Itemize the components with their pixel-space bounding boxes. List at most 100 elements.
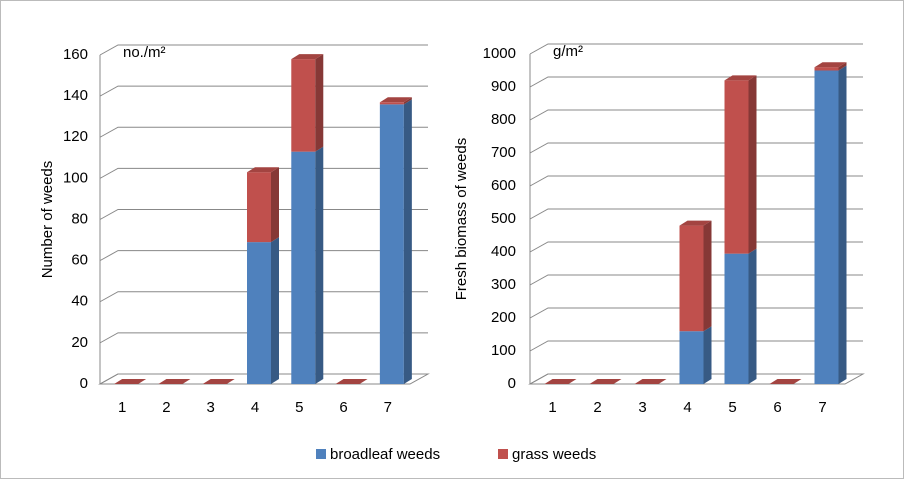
legend-swatch [316, 449, 326, 459]
y-tick-label: 300 [491, 276, 516, 293]
axis-title: Number of weeds [39, 161, 56, 279]
grid-line [529, 43, 863, 55]
unit-label: g/m² [553, 43, 583, 60]
grid-line [529, 109, 863, 121]
x-tick-label: 2 [593, 399, 601, 416]
legend-label: grass weeds [512, 446, 596, 463]
grid-line [99, 85, 428, 97]
x-tick-label: 4 [683, 399, 691, 416]
bar-top [158, 379, 191, 384]
y-tick-label: 140 [63, 87, 88, 104]
grid-line [529, 373, 863, 385]
bar-side [271, 237, 279, 384]
y-tick-label: 700 [491, 144, 516, 161]
bar-side [838, 62, 847, 71]
y-tick-label: 400 [491, 243, 516, 260]
bar-top [247, 167, 279, 173]
bar-top [724, 75, 757, 81]
grid-line [99, 209, 428, 220]
bar-top [335, 379, 368, 384]
grid-line [529, 208, 863, 220]
y-tick-label: 900 [491, 78, 516, 95]
grid-line [99, 291, 428, 303]
bar [291, 151, 316, 384]
y-tick-label: 800 [491, 111, 516, 128]
x-tick-label: 4 [251, 399, 259, 416]
grid-line [99, 167, 428, 179]
bar [814, 67, 839, 71]
x-tick-label: 7 [818, 399, 826, 416]
y-tick-label: 80 [71, 210, 88, 227]
bar-side [748, 75, 757, 254]
x-tick-label: 1 [548, 399, 556, 416]
bar-top [814, 62, 847, 68]
x-tick-label: 7 [384, 399, 392, 416]
bar-top [679, 220, 712, 226]
bar [679, 225, 704, 332]
bar [379, 102, 404, 105]
grid-line [529, 340, 863, 352]
bar-top [114, 379, 147, 384]
bar [724, 80, 749, 254]
bar-top [589, 379, 622, 384]
bar-side [315, 146, 324, 384]
y-tick-label: 100 [63, 169, 88, 186]
legend-label: broadleaf weeds [330, 446, 440, 463]
grid-line [529, 241, 863, 253]
grid-line [529, 307, 863, 319]
y-tick-label: 500 [491, 210, 516, 227]
bar-side [703, 220, 712, 332]
x-tick-label: 3 [638, 399, 646, 416]
grid-line [529, 142, 863, 154]
bar [724, 253, 749, 384]
bar-side [748, 248, 757, 384]
bar-side [838, 65, 847, 384]
bar [814, 70, 839, 384]
x-tick-label: 5 [728, 399, 736, 416]
bar-top [634, 379, 667, 384]
grid-line [99, 250, 428, 262]
bar-side [403, 97, 412, 105]
grid-line [99, 44, 428, 56]
bar [291, 59, 316, 152]
y-tick-label: 1000 [483, 45, 516, 62]
x-tick-label: 6 [773, 399, 781, 416]
y-tick-label: 40 [71, 293, 88, 310]
unit-label: no./m² [123, 44, 166, 61]
bar-top [769, 379, 802, 384]
axis-title: Fresh biomass of weeds [453, 138, 470, 301]
bar-top [202, 379, 235, 384]
bar-side [271, 167, 279, 243]
bar [247, 172, 271, 243]
grid-line [529, 76, 863, 88]
bar-side [315, 54, 324, 152]
x-tick-label: 6 [339, 399, 347, 416]
x-tick-label: 3 [207, 399, 215, 416]
y-tick-label: 200 [491, 309, 516, 326]
bar [679, 331, 704, 384]
y-tick-label: 120 [63, 128, 88, 145]
x-tick-label: 1 [118, 399, 126, 416]
y-tick-label: 60 [71, 252, 88, 269]
bar-top [291, 54, 324, 60]
grid-line [529, 274, 863, 286]
bar-top [379, 97, 412, 103]
y-tick-label: 600 [491, 177, 516, 194]
y-tick-label: 0 [508, 375, 516, 392]
grid-line [99, 332, 428, 344]
bar-top [544, 379, 577, 384]
y-tick-label: 160 [63, 46, 88, 63]
bar [247, 242, 271, 384]
legend-swatch [498, 449, 508, 459]
bar-side [703, 326, 712, 384]
y-tick-label: 100 [491, 342, 516, 359]
y-tick-label: 20 [71, 334, 88, 351]
x-tick-label: 2 [162, 399, 170, 416]
x-tick-label: 5 [295, 399, 303, 416]
grid-line [529, 175, 863, 187]
y-tick-label: 0 [80, 375, 88, 392]
grid-line [99, 373, 428, 385]
bar-side [403, 99, 412, 384]
grid-line [99, 126, 428, 138]
